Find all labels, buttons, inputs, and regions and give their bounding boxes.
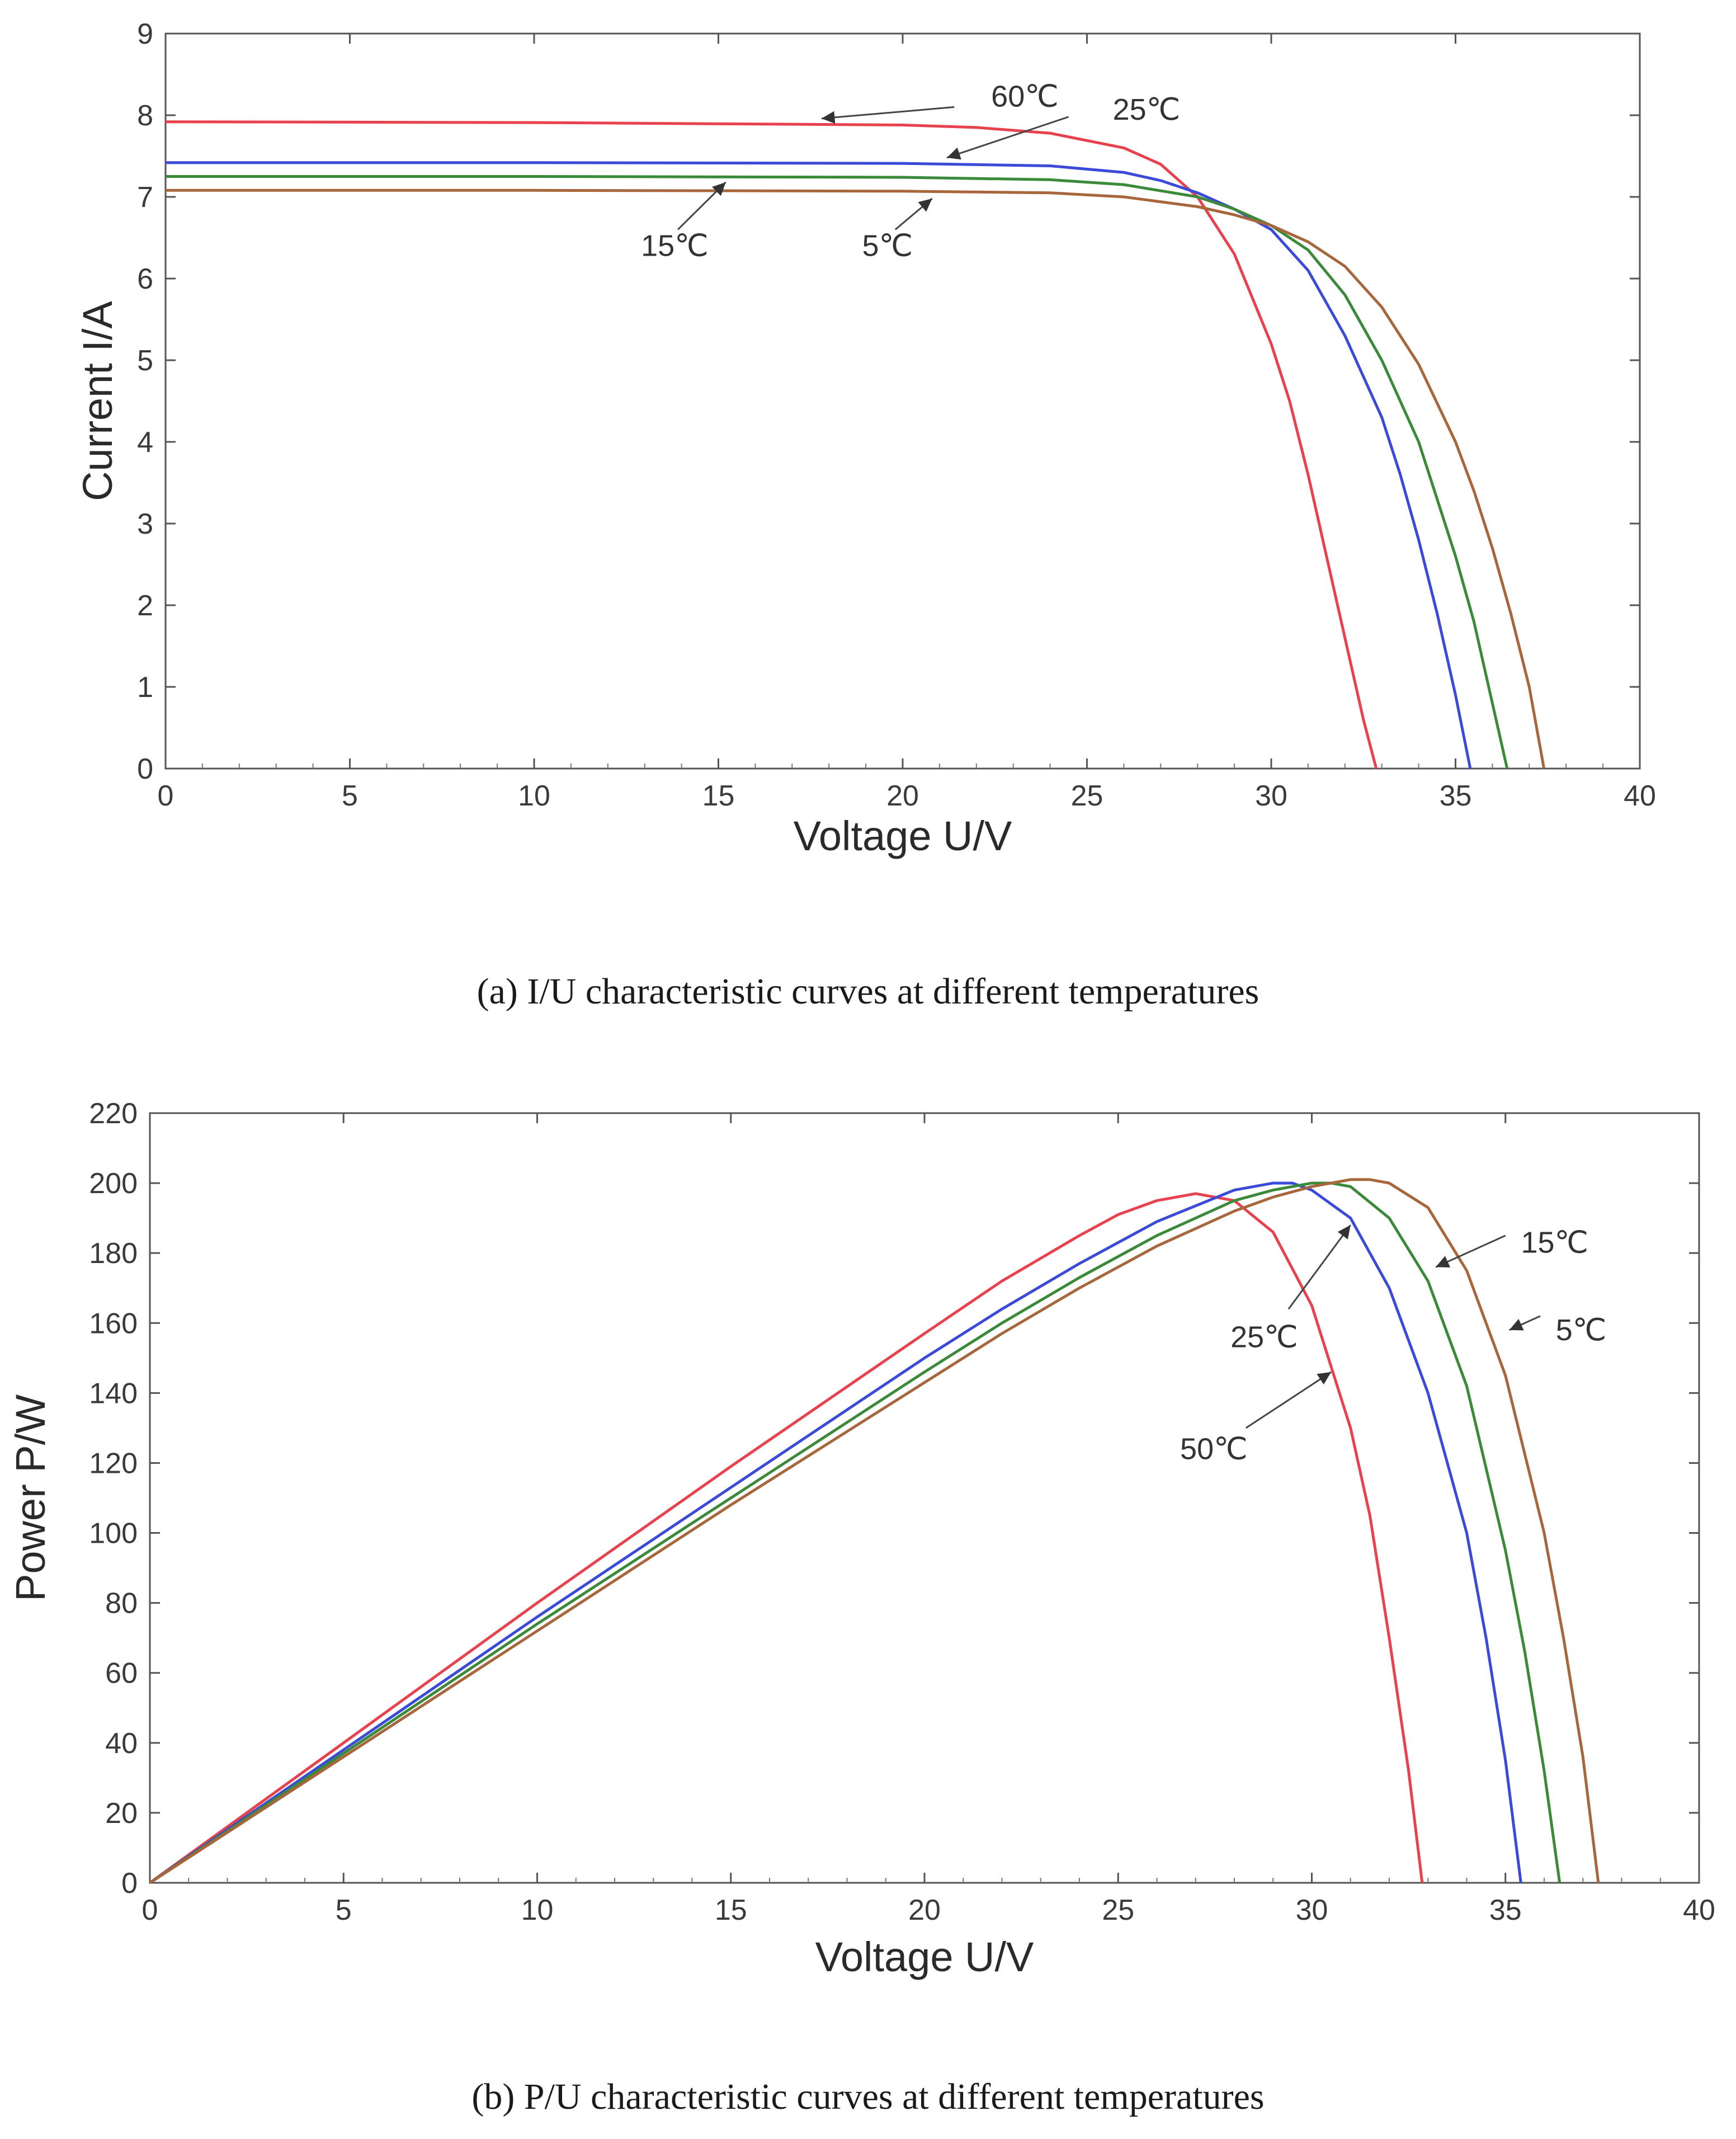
chart-a-y-tick-label: 7 [137, 181, 153, 214]
chart-b-y-tick-label: 100 [89, 1518, 138, 1550]
chart-b: 0 5 10 15 20 25 30 35 40 0 20 40 60 80 100 120 140 160 180… [7, 1097, 1715, 2117]
chart-b-annotation-arrowhead [1317, 1372, 1332, 1385]
chart-a-annotation-arrowhead [947, 147, 961, 160]
chart-a-annotation-label: 15℃ [641, 229, 709, 263]
chart-a-y-tick-label: 8 [137, 100, 153, 132]
chart-a-ticks: 0 5 10 15 20 25 30 35 40 0 1 2 3 4 5 6 7 8 9 [137, 18, 1656, 812]
chart-a-y-tick-label: 1 [137, 671, 153, 704]
chart-a-annotation-label: 60℃ [991, 79, 1059, 113]
chart-a-y-tick-label: 9 [137, 18, 153, 50]
chart-a-series-line-3 [166, 189, 1546, 769]
chart-a: 0 5 10 15 20 25 30 35 40 0 1 2 3 4 5 6 7 8 9 60℃ 25℃ 15℃ 5℃ V… [74, 18, 1656, 1012]
chart-a-caption: (a) I/U characteristic curves at differe… [477, 971, 1259, 1012]
chart-a-series [165, 120, 1546, 769]
chart-a-x-axis-label: Voltage U/V [794, 813, 1012, 859]
chart-a-y-axis-label: Current I/A [74, 300, 121, 501]
chart-b-y-tick-label: 140 [89, 1377, 138, 1410]
chart-a-series-line-0 [165, 120, 1378, 769]
chart-a-y-tick-label: 4 [137, 426, 153, 459]
chart-b-x-tick-label: 25 [1102, 1894, 1134, 1926]
chart-b-series-line-1 [149, 1181, 1522, 1884]
chart-a-x-tick-label: 10 [518, 780, 550, 812]
chart-b-annotation-label: 5℃ [1556, 1313, 1607, 1347]
chart-a-annotation-label: 25℃ [1113, 93, 1181, 126]
chart-a-y-tick-label: 3 [137, 508, 153, 540]
chart-a-y-tick-label: 0 [137, 753, 153, 785]
chart-b-x-tick-label: 40 [1683, 1894, 1715, 1926]
chart-b-x-tick-label: 0 [142, 1894, 158, 1926]
chart-b-series [149, 1178, 1600, 1884]
chart-b-y-tick-label: 220 [89, 1097, 138, 1130]
chart-b-plot-frame [149, 1112, 1700, 1884]
chart-b-x-axis-label: Voltage U/V [815, 1934, 1034, 1980]
chart-a-annotations: 60℃ 25℃ 15℃ 5℃ [641, 79, 1180, 262]
chart-a-y-tick-label: 2 [137, 590, 153, 622]
chart-a-series-line-2 [166, 175, 1509, 769]
chart-a-x-tick-label: 5 [342, 780, 358, 812]
chart-b-caption: (b) P/U characteristic curves at differe… [471, 2076, 1264, 2117]
chart-b-x-tick-label: 15 [715, 1894, 747, 1926]
chart-a-x-tick-label: 0 [158, 780, 174, 812]
chart-a-y-tick-label: 5 [137, 345, 153, 377]
chart-a-x-tick-label: 20 [886, 780, 919, 812]
chart-a-annotation-arrow-line [946, 116, 1069, 159]
chart-b-x-tick-label: 35 [1489, 1894, 1522, 1926]
chart-b-series-line-3 [149, 1178, 1600, 1884]
chart-a-x-tick-label: 15 [702, 780, 735, 812]
chart-b-annotation-label: 50℃ [1180, 1432, 1248, 1466]
chart-b-annotations: 15℃ 5℃ 25℃ 50℃ [1180, 1224, 1607, 1466]
chart-b-y-tick-label: 180 [89, 1237, 138, 1270]
chart-a-x-tick-label: 40 [1624, 780, 1656, 812]
chart-a-annotation-label: 5℃ [862, 229, 913, 263]
chart-b-annotation-arrowhead [1337, 1225, 1351, 1240]
chart-b-annotation-arrowhead [1509, 1318, 1524, 1331]
chart-b-x-tick-label: 5 [336, 1894, 352, 1926]
chart-b-y-tick-label: 20 [105, 1797, 138, 1830]
chart-b-y-tick-label: 200 [89, 1167, 138, 1200]
chart-a-plot-frame [164, 32, 1641, 770]
chart-a-annotation-arrowhead [822, 111, 836, 124]
chart-b-y-tick-label: 80 [105, 1587, 138, 1620]
chart-a-x-tick-label: 35 [1440, 780, 1472, 812]
chart-b-y-tick-label: 0 [121, 1867, 138, 1900]
chart-b-series-line-2 [149, 1181, 1562, 1884]
chart-b-y-tick-label: 40 [105, 1727, 138, 1760]
chart-a-annotation-arrow-line [821, 106, 955, 120]
chart-a-annotation-arrowhead [918, 198, 932, 212]
chart-b-series-line-0 [149, 1192, 1424, 1884]
chart-b-annotation-arrow-line [1245, 1371, 1332, 1429]
chart-b-x-tick-label: 30 [1296, 1894, 1328, 1926]
chart-b-y-tick-label: 60 [105, 1657, 138, 1690]
chart-b-annotation-arrow-line [1287, 1224, 1351, 1310]
chart-a-x-tick-label: 30 [1255, 780, 1287, 812]
chart-b-x-tick-label: 10 [521, 1894, 554, 1926]
chart-a-y-tick-label: 6 [137, 263, 153, 295]
chart-b-annotation-arrowhead [1436, 1256, 1451, 1268]
chart-b-annotation-label: 15℃ [1521, 1226, 1588, 1259]
chart-b-annotation-label: 25℃ [1230, 1320, 1298, 1354]
chart-a-annotation-arrowhead [712, 182, 726, 196]
chart-b-y-axis-label: Power P/W [7, 1394, 54, 1601]
chart-b-ticks: 0 5 10 15 20 25 30 35 40 0 20 40 60 80 100 120 140 160 180… [89, 1097, 1715, 1926]
chart-b-y-tick-label: 120 [89, 1447, 138, 1480]
chart-a-series-line-1 [166, 161, 1472, 769]
chart-a-x-tick-label: 25 [1071, 780, 1103, 812]
chart-b-y-tick-label: 160 [89, 1307, 138, 1340]
chart-b-x-tick-label: 20 [908, 1894, 941, 1926]
